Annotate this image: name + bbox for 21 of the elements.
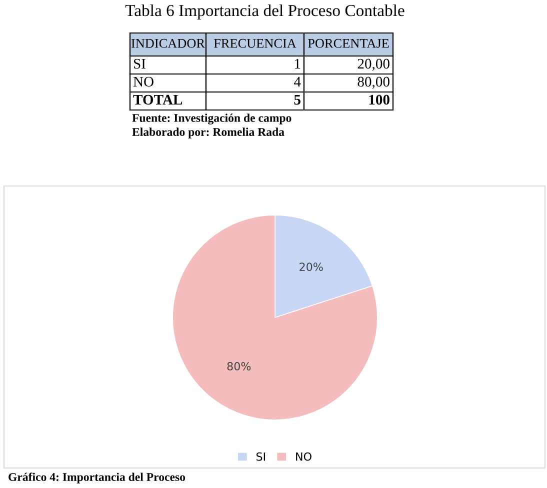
text: Elaborado por: Romelia Rada <box>132 128 284 138</box>
source-note: Fuente: Investigación de campo <box>132 114 292 124</box>
text: 5 <box>294 94 300 105</box>
text: 4 <box>294 76 301 87</box>
text: PORCENTAJE <box>308 38 389 48</box>
text: 100 <box>369 94 390 105</box>
text: 1 <box>294 58 300 69</box>
data-label: 20% <box>300 262 323 272</box>
text: NO <box>133 76 154 87</box>
text: Gráfico 4: Importancia del Proceso <box>8 472 186 484</box>
chart-title: Tabla 6 Importancia del Proceso Contable <box>125 4 404 20</box>
legend-label: SI <box>256 452 265 461</box>
pie-slice <box>172 214 378 420</box>
data-label: 80% <box>227 362 251 370</box>
text: 20,00 <box>358 58 390 71</box>
text: INDICADOR <box>131 38 205 48</box>
text: TOTAL <box>133 94 182 105</box>
legend-label: NO <box>296 452 312 461</box>
text: FRECUENCIA <box>214 38 296 48</box>
text: SI <box>134 58 146 69</box>
text: 80,00 <box>358 76 390 89</box>
